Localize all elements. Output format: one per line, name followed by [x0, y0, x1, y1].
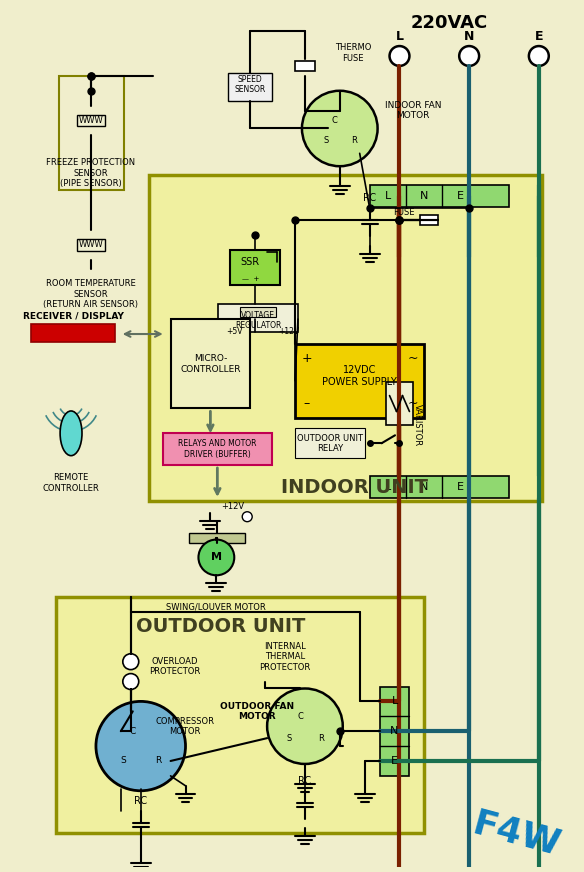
Text: FREEZE PROTECTION
SENSOR
(PIPE SENSOR): FREEZE PROTECTION SENSOR (PIPE SENSOR) — [46, 158, 135, 188]
Text: THERMO
FUSE: THERMO FUSE — [335, 44, 371, 63]
Text: +12V: +12V — [278, 326, 299, 336]
Bar — [385, 382, 413, 426]
Bar — [380, 686, 409, 776]
Text: C: C — [130, 726, 136, 736]
Circle shape — [390, 46, 409, 66]
Circle shape — [199, 540, 234, 576]
Bar — [32, 324, 115, 342]
Text: REMOTE
CONTROLLER: REMOTE CONTROLLER — [43, 473, 99, 493]
Text: E: E — [534, 30, 543, 43]
Circle shape — [529, 46, 549, 66]
Text: VARISTOR: VARISTOR — [413, 404, 422, 446]
Bar — [295, 428, 364, 458]
Text: 12VDC
POWER SUPPLY: 12VDC POWER SUPPLY — [322, 364, 397, 386]
Bar — [59, 76, 124, 190]
Circle shape — [123, 673, 139, 690]
Text: N: N — [420, 482, 429, 492]
Text: VOLTAGE: VOLTAGE — [241, 310, 275, 320]
Bar — [149, 175, 542, 501]
Text: SPEED
SENSOR: SPEED SENSOR — [235, 75, 266, 94]
Text: FUSE: FUSE — [393, 208, 415, 217]
Bar — [171, 319, 250, 408]
Bar — [77, 239, 105, 250]
Text: RC: RC — [298, 776, 311, 786]
Text: L: L — [384, 191, 391, 201]
Text: C: C — [332, 116, 338, 125]
Text: +: + — [301, 352, 312, 365]
Text: E: E — [457, 482, 464, 492]
Text: N: N — [420, 191, 429, 201]
Bar — [189, 533, 245, 542]
Text: OUTDOOR UNIT: OUTDOOR UNIT — [135, 617, 305, 637]
Bar — [295, 61, 315, 71]
Text: WWW: WWW — [79, 240, 103, 249]
Text: M: M — [211, 553, 222, 562]
Bar — [370, 185, 509, 207]
Text: —  +: — + — [242, 276, 259, 283]
Bar — [420, 215, 439, 225]
Text: WWW: WWW — [79, 116, 103, 125]
Text: –: – — [304, 397, 310, 410]
Bar — [295, 344, 425, 419]
Text: L: L — [384, 482, 391, 492]
Text: RECEIVER / DISPLAY: RECEIVER / DISPLAY — [23, 311, 123, 321]
Text: SSR: SSR — [241, 256, 260, 267]
Text: MICRO-
CONTROLLER: MICRO- CONTROLLER — [180, 354, 241, 373]
Bar — [230, 249, 280, 285]
Text: COMPRESSOR
MOTOR: COMPRESSOR MOTOR — [156, 717, 215, 736]
Text: +12V: +12V — [221, 502, 244, 511]
Text: E: E — [391, 756, 398, 766]
Text: S: S — [286, 733, 291, 743]
Text: ROOM TEMPERATURE
SENSOR
(RETURN AIR SENSOR): ROOM TEMPERATURE SENSOR (RETURN AIR SENS… — [43, 279, 138, 310]
Text: OUTDOOR UNIT
RELAY: OUTDOOR UNIT RELAY — [297, 433, 363, 453]
Text: INDOOR FAN
MOTOR: INDOOR FAN MOTOR — [384, 101, 441, 120]
Bar — [228, 73, 272, 100]
Bar — [240, 307, 276, 317]
Text: RC: RC — [134, 795, 147, 806]
Text: RC: RC — [363, 193, 376, 203]
Ellipse shape — [60, 411, 82, 456]
Circle shape — [267, 689, 343, 764]
Text: S: S — [323, 136, 328, 145]
Bar — [218, 304, 298, 332]
Text: OUTDOOR FAN
MOTOR: OUTDOOR FAN MOTOR — [220, 702, 294, 721]
Text: ~: ~ — [407, 397, 418, 410]
Text: C: C — [297, 712, 303, 721]
Bar — [56, 597, 425, 834]
Circle shape — [242, 512, 252, 521]
Text: R: R — [351, 136, 357, 145]
Text: R: R — [155, 757, 162, 766]
Text: R: R — [318, 733, 324, 743]
Text: SWING/LOUVER MOTOR: SWING/LOUVER MOTOR — [166, 603, 266, 611]
Circle shape — [459, 46, 479, 66]
Text: N: N — [464, 30, 474, 43]
Text: INDOOR UNIT: INDOOR UNIT — [281, 479, 428, 497]
Text: REGULATOR: REGULATOR — [235, 321, 281, 330]
Text: L: L — [395, 30, 404, 43]
Circle shape — [302, 91, 378, 167]
Bar — [162, 433, 272, 465]
Text: 220VAC: 220VAC — [411, 14, 488, 32]
Text: N: N — [390, 726, 399, 736]
Text: OVERLOAD
PROTECTOR: OVERLOAD PROTECTOR — [149, 657, 200, 677]
Text: L: L — [391, 697, 398, 706]
Bar — [370, 476, 509, 498]
Circle shape — [123, 654, 139, 670]
Text: E: E — [457, 191, 464, 201]
Text: ~: ~ — [407, 352, 418, 365]
Text: RELAYS AND MOTOR
DRIVER (BUFFER): RELAYS AND MOTOR DRIVER (BUFFER) — [178, 439, 256, 459]
Text: +5V: +5V — [227, 326, 243, 336]
Text: S: S — [120, 757, 126, 766]
Text: F4W: F4W — [469, 807, 565, 863]
Circle shape — [96, 701, 186, 791]
Text: INTERNAL
THERMAL
PROTECTOR: INTERNAL THERMAL PROTECTOR — [259, 642, 311, 671]
Bar — [77, 114, 105, 126]
